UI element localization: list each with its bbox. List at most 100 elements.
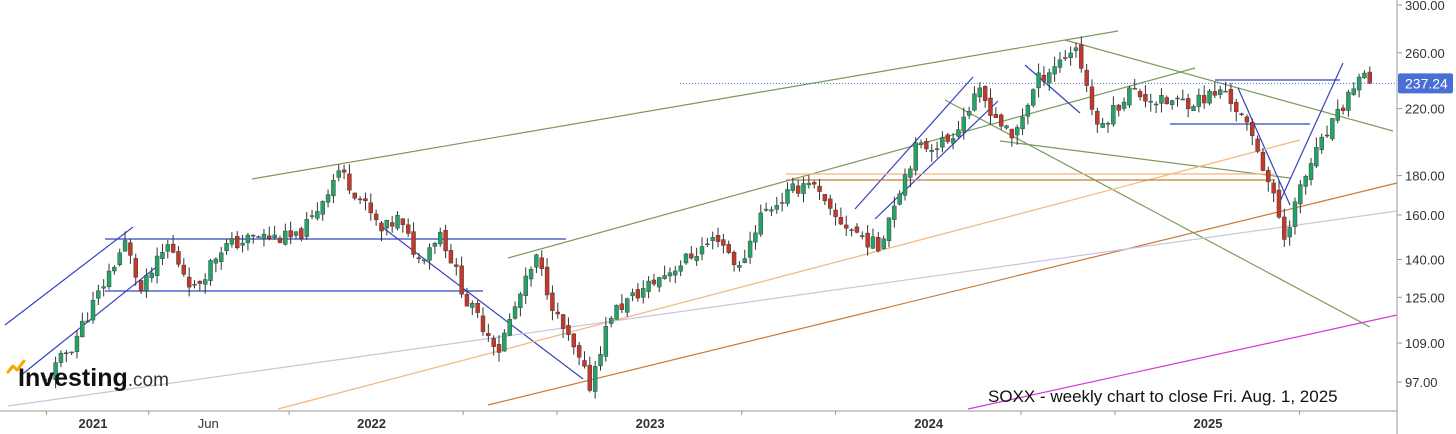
- candle-body: [272, 234, 277, 239]
- candle: [721, 233, 726, 254]
- candle-body: [138, 280, 144, 292]
- candle-body: [1271, 182, 1276, 194]
- candle-body: [1164, 97, 1169, 104]
- x-tick-label: 2025: [1194, 416, 1223, 431]
- candle: [384, 219, 390, 236]
- candle: [64, 350, 69, 363]
- candle-body: [1068, 52, 1073, 58]
- trend-blue-2024-down: [1024, 64, 1081, 114]
- candle: [950, 132, 956, 150]
- trend-orange-long: [277, 139, 1301, 410]
- candle: [299, 226, 304, 242]
- candle: [1303, 174, 1308, 195]
- candle: [1287, 220, 1292, 246]
- candle-body: [122, 240, 128, 252]
- candle-body: [1356, 76, 1362, 91]
- candle: [785, 182, 790, 207]
- candle: [678, 260, 683, 277]
- candle: [443, 224, 448, 259]
- candle-body: [395, 215, 400, 229]
- candle-body: [977, 87, 983, 98]
- candle: [165, 240, 170, 259]
- candle-body: [576, 345, 582, 358]
- candle: [272, 225, 277, 240]
- candle: [838, 207, 844, 226]
- candle-body: [667, 272, 673, 277]
- candle-body: [459, 265, 464, 295]
- candle-body: [1047, 72, 1052, 84]
- candle: [860, 231, 865, 240]
- candle: [486, 323, 491, 342]
- candle: [801, 177, 806, 203]
- candle: [774, 196, 780, 214]
- candle-body: [1191, 106, 1196, 111]
- candle-body: [1100, 122, 1105, 128]
- candle: [518, 291, 523, 317]
- candle: [106, 263, 112, 290]
- candle: [1159, 88, 1164, 113]
- candle-body: [1201, 95, 1207, 104]
- candle: [710, 231, 715, 250]
- candle-body: [678, 265, 683, 272]
- candle-body: [555, 311, 560, 315]
- y-tick-label: 180.00: [1405, 169, 1445, 184]
- candle: [112, 265, 117, 275]
- candle-body: [1020, 116, 1025, 130]
- candle-body: [1362, 72, 1367, 79]
- candle-body: [870, 236, 876, 249]
- candle-body: [956, 129, 961, 137]
- x-tick-label: Jun: [198, 416, 219, 431]
- candle-body: [64, 352, 69, 355]
- x-tick-layer: 2021 Jun 2022 2023 2024 2025: [45, 411, 1301, 431]
- candle: [1143, 85, 1148, 108]
- candle-body: [1335, 108, 1340, 121]
- candle-body: [603, 326, 609, 357]
- candle-body: [229, 238, 235, 245]
- trend-green-down-2: [944, 99, 1371, 328]
- candle-body: [48, 377, 53, 380]
- candle-body: [844, 224, 849, 229]
- candle: [507, 313, 512, 337]
- candle: [1191, 104, 1196, 112]
- candle-body: [539, 257, 544, 269]
- candle: [101, 279, 106, 297]
- candle: [806, 175, 812, 189]
- candle: [737, 261, 742, 272]
- candle: [58, 350, 64, 368]
- candle-body: [1116, 104, 1121, 111]
- candle: [763, 202, 769, 212]
- candle-body: [384, 220, 390, 229]
- candle: [1164, 95, 1169, 105]
- candle-body: [144, 274, 149, 292]
- candle: [389, 215, 395, 233]
- candle-body: [1143, 94, 1148, 102]
- candle: [90, 291, 96, 324]
- candle: [1132, 78, 1137, 90]
- candle: [630, 288, 635, 302]
- candle: [1089, 79, 1095, 116]
- candle: [988, 88, 993, 125]
- candle: [341, 164, 347, 180]
- candle: [491, 335, 496, 356]
- candle: [1330, 118, 1335, 141]
- candle-body: [352, 192, 357, 199]
- candle-body: [908, 168, 913, 178]
- candle: [625, 297, 630, 317]
- candle: [1346, 89, 1351, 117]
- candle: [961, 107, 966, 140]
- candle-body: [560, 314, 566, 329]
- candle-body: [726, 244, 731, 253]
- candle-body: [651, 279, 657, 285]
- candle-body: [240, 242, 245, 246]
- candle-body: [400, 218, 406, 225]
- investing-logo-icon: [6, 359, 26, 374]
- candle: [1255, 135, 1260, 154]
- candle: [1244, 114, 1250, 131]
- candle: [1340, 104, 1346, 115]
- candle-body: [181, 264, 187, 275]
- candle: [982, 85, 988, 108]
- candle-body: [876, 237, 881, 252]
- candle-body: [715, 234, 721, 242]
- candle-body: [1324, 134, 1330, 137]
- candle-body: [53, 362, 58, 380]
